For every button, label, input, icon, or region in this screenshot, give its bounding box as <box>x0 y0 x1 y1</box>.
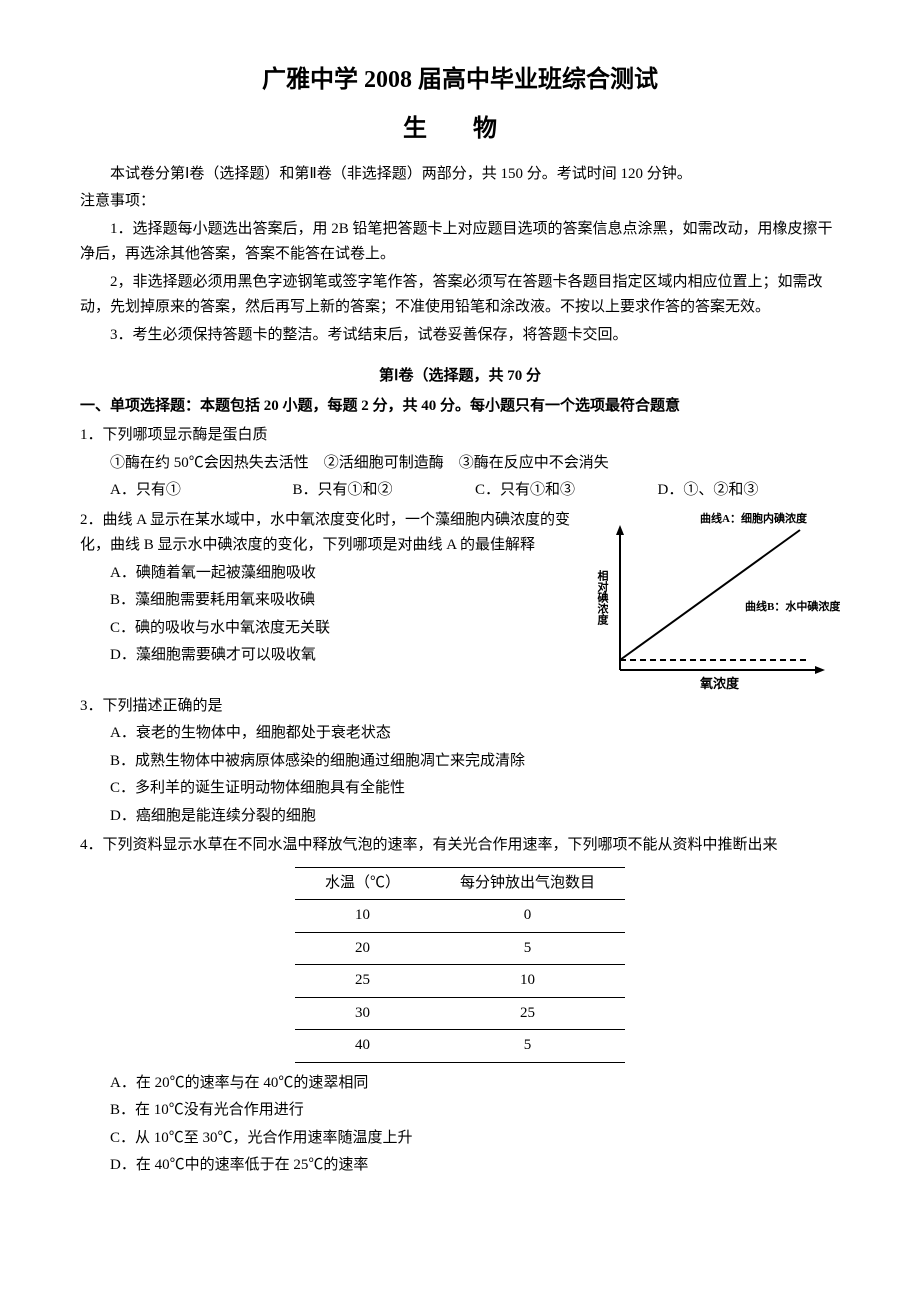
intro-paragraph: 本试卷分第Ⅰ卷（选择题）和第Ⅱ卷（非选择题）两部分，共 150 分。考试时间 1… <box>80 162 840 188</box>
cell: 5 <box>430 932 625 965</box>
q4-table: 水温（℃） 每分钟放出气泡数目 100 205 2510 3025 405 <box>295 867 625 1063</box>
q4-stem: 4．下列资料显示水草在不同水温中释放气泡的速率，有关光合作用速率，下列哪项不能从… <box>80 833 840 859</box>
q2-opt-c: C．碘的吸收与水中氧浓度无关联 <box>80 616 582 642</box>
table-header-row: 水温（℃） 每分钟放出气泡数目 <box>295 867 625 900</box>
q4-opt-b: B．在 10℃没有光合作用进行 <box>80 1098 840 1124</box>
q2-chart: 曲线A：细胞内碘浓度 相对碘浓度 曲线B：水中碘浓度 氧浓度 <box>590 510 840 690</box>
q1-opt-d: D．①、②和③ <box>658 478 841 504</box>
section-1-header: 第Ⅰ卷（选择题，共 70 分 <box>80 364 840 390</box>
q1-stem: 1．下列哪项显示酶是蛋白质 <box>80 423 840 449</box>
cell: 0 <box>430 900 625 933</box>
question-3: 3．下列描述正确的是 A．衰老的生物体中，细胞都处于衰老状态 B．成熟生物体中被… <box>80 694 840 830</box>
chart-label-a: 曲线A：细胞内碘浓度 <box>700 511 808 525</box>
cell: 30 <box>295 997 430 1030</box>
q1-opt-a: A．只有① <box>110 478 293 504</box>
cell: 25 <box>430 997 625 1030</box>
q1-opt-c: C．只有①和③ <box>475 478 658 504</box>
notice-item-2: 2，非选择题必须用黑色字迹钢笔或签字笔作答，答案必须写在答题卡各题目指定区域内相… <box>80 270 840 321</box>
q3-opt-a: A．衰老的生物体中，细胞都处于衰老状态 <box>80 721 840 747</box>
q4-opt-a: A．在 20℃的速率与在 40℃的速翠相同 <box>80 1071 840 1097</box>
q2-opt-a: A．碘随着氧一起被藻细胞吸收 <box>80 561 582 587</box>
q2-opt-b: B．藻细胞需要耗用氧来吸收碘 <box>80 588 582 614</box>
q1-options: A．只有① B．只有①和② C．只有①和③ D．①、②和③ <box>80 478 840 504</box>
table-row: 205 <box>295 932 625 965</box>
cell: 40 <box>295 1030 430 1063</box>
table-row: 405 <box>295 1030 625 1063</box>
q3-opt-c: C．多利羊的诞生证明动物体细胞具有全能性 <box>80 776 840 802</box>
chart-y-label: 相对碘浓度 <box>596 568 610 625</box>
q4-opt-c: C．从 10℃至 30℃，光合作用速率随温度上升 <box>80 1126 840 1152</box>
q2-opt-d: D．藻细胞需要碘才可以吸收氧 <box>80 643 582 669</box>
q3-opt-b: B．成熟生物体中被病原体感染的细胞通过细胞凋亡来完成清除 <box>80 749 840 775</box>
cell: 25 <box>295 965 430 998</box>
chart-x-arrow <box>815 666 825 674</box>
notice-item-1: 1．选择题每小题选出答案后，用 2B 铅笔把答题卡上对应题目选项的答案信息点涂黑… <box>80 217 840 268</box>
chart-y-arrow <box>616 525 624 535</box>
table-row: 100 <box>295 900 625 933</box>
document-subject: 生 物 <box>80 109 840 150</box>
section-1-instruction: 一、单项选择题：本题包括 20 小题，每题 2 分，共 40 分。每小题只有一个… <box>80 394 840 420</box>
question-1: 1．下列哪项显示酶是蛋白质 ①酶在约 50℃会因热失去活性 ②活细胞可制造酶 ③… <box>80 423 840 504</box>
question-2: 2．曲线 A 显示在某水域中，水中氧浓度变化时，一个藻细胞内碘浓度的变化，曲线 … <box>80 506 840 690</box>
question-4: 4．下列资料显示水草在不同水温中释放气泡的速率，有关光合作用速率，下列哪项不能从… <box>80 833 840 1179</box>
table-body: 100 205 2510 3025 405 <box>295 900 625 1063</box>
notice-label: 注意事项： <box>80 189 840 215</box>
document-title: 广雅中学 2008 届高中毕业班综合测试 <box>80 60 840 101</box>
notice-item-3: 3．考生必须保持答题卡的整洁。考试结束后，试卷妥善保存，将答题卡交回。 <box>80 323 840 349</box>
cell: 10 <box>295 900 430 933</box>
chart-line-a <box>620 530 800 660</box>
chart-x-label: 氧浓度 <box>699 676 740 690</box>
q1-subitems: ①酶在约 50℃会因热失去活性 ②活细胞可制造酶 ③酶在反应中不会消失 <box>80 451 840 477</box>
chart-label-b: 曲线B：水中碘浓度 <box>745 599 840 613</box>
q3-stem: 3．下列描述正确的是 <box>80 694 840 720</box>
table-row: 3025 <box>295 997 625 1030</box>
cell: 20 <box>295 932 430 965</box>
q4-opt-d: D．在 40℃中的速率低于在 25℃的速率 <box>80 1153 840 1179</box>
cell: 10 <box>430 965 625 998</box>
table-row: 2510 <box>295 965 625 998</box>
chart-svg: 曲线A：细胞内碘浓度 相对碘浓度 曲线B：水中碘浓度 氧浓度 <box>590 510 840 690</box>
q2-stem: 2．曲线 A 显示在某水域中，水中氧浓度变化时，一个藻细胞内碘浓度的变化，曲线 … <box>80 508 582 559</box>
q1-opt-b: B．只有①和② <box>293 478 476 504</box>
q3-opt-d: D．癌细胞是能连续分裂的细胞 <box>80 804 840 830</box>
table-col-1: 水温（℃） <box>295 867 430 900</box>
table-col-2: 每分钟放出气泡数目 <box>430 867 625 900</box>
cell: 5 <box>430 1030 625 1063</box>
